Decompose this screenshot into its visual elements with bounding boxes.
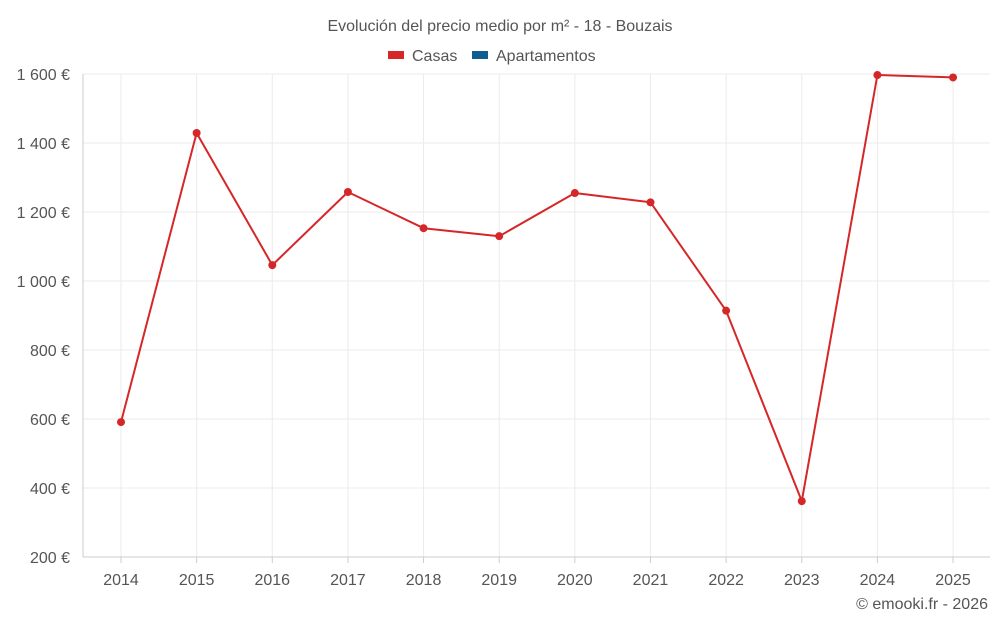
- y-tick-label: 1 200 €: [17, 205, 70, 222]
- x-tick-label: 2019: [481, 572, 517, 589]
- y-tick-label: 600 €: [30, 412, 70, 429]
- data-point-casas-2024[interactable]: [873, 71, 882, 80]
- series-line-casas: [120, 74, 954, 503]
- legend-label-apartamentos: Apartamentos: [496, 48, 596, 65]
- legend-swatch-casas: [388, 51, 404, 59]
- legend-item-apartamentos[interactable]: Apartamentos: [472, 48, 596, 65]
- data-point-casas-2022[interactable]: [722, 306, 731, 315]
- data-point-casas-2023[interactable]: [797, 497, 806, 506]
- x-tick-label: 2021: [633, 572, 669, 589]
- axes: 200 € 400 € 600 € 800 € 1 000 € 1 200 € 1 400 …: [17, 67, 990, 589]
- x-tick-label: 2015: [179, 572, 215, 589]
- credit-text: © emooki.fr - 2026: [856, 596, 988, 613]
- x-tick-label: 2018: [406, 572, 442, 589]
- x-tick-label: 2022: [708, 572, 744, 589]
- data-point-casas-2017[interactable]: [343, 187, 352, 196]
- x-tick-label: 2014: [103, 572, 139, 589]
- data-point-casas-2014[interactable]: [117, 418, 125, 427]
- data-point-casas-2015[interactable]: [192, 128, 201, 137]
- x-tick-label: 2017: [330, 572, 366, 589]
- y-tick-label: 800 €: [30, 343, 70, 360]
- data-point-casas-2021[interactable]: [646, 198, 655, 207]
- chart-title: Evolución del precio medio por m² - 18 -…: [327, 18, 672, 35]
- data-point-casas-2018[interactable]: [419, 224, 428, 233]
- x-tick-label: 2020: [557, 572, 593, 589]
- data-point-casas-2019[interactable]: [495, 232, 504, 241]
- y-tick-label: 1 600 €: [17, 67, 70, 84]
- data-point-casas-2025[interactable]: [949, 73, 958, 82]
- legend-label-casas: Casas: [412, 48, 457, 65]
- x-tick-label: 2016: [254, 572, 290, 589]
- series-layer: [117, 71, 958, 506]
- legend-item-casas[interactable]: Casas: [388, 48, 457, 65]
- data-point-casas-2020[interactable]: [570, 189, 579, 198]
- y-tick-label: 1 000 €: [17, 274, 70, 291]
- x-tick-label: 2024: [860, 572, 896, 589]
- data-point-casas-2016[interactable]: [268, 261, 277, 270]
- y-tick-label: 400 €: [30, 481, 70, 498]
- y-tick-label: 200 €: [30, 550, 70, 567]
- y-tick-label: 1 400 €: [17, 136, 70, 153]
- legend-swatch-apartamentos: [472, 51, 488, 59]
- x-tick-label: 2025: [935, 572, 971, 589]
- grid: [83, 73, 990, 558]
- legend: Casas Apartamentos: [388, 48, 596, 65]
- x-tick-label: 2023: [784, 572, 820, 589]
